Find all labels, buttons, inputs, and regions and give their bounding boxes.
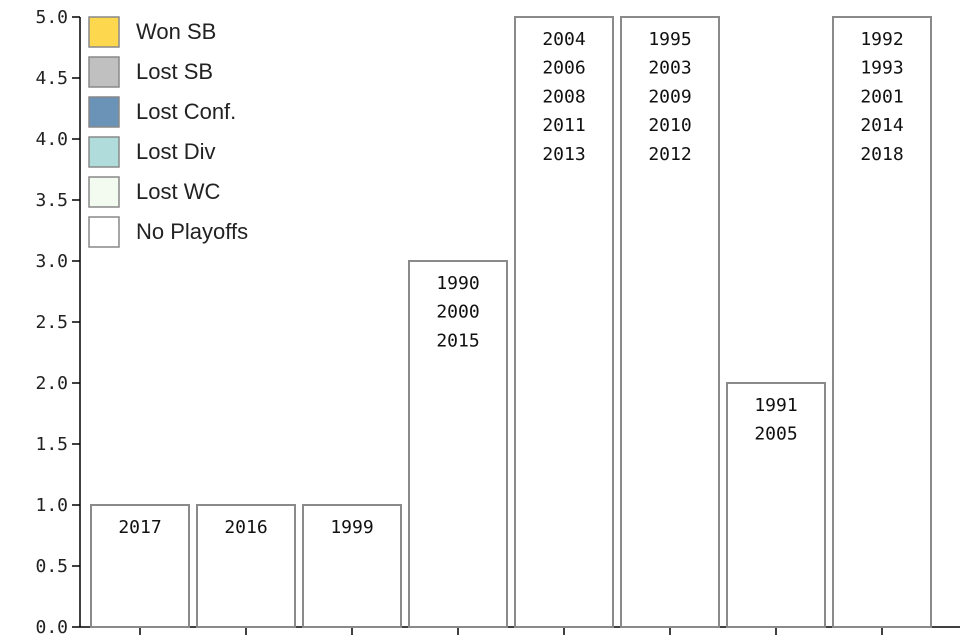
bar-year-label: 2000 <box>436 302 479 323</box>
y-tick-label: 4.0 <box>35 129 68 150</box>
x-axis: 0 1 2 3 4 5 6 7 <box>80 626 960 640</box>
bar-0 <box>90 504 190 628</box>
x-tick-label: 7 <box>877 637 888 640</box>
bar-year-label: 2016 <box>224 517 267 538</box>
bar-year-label: 2018 <box>860 144 903 165</box>
bar-year-label: 2005 <box>754 424 797 445</box>
bars: 2017 2016 1999 1990 2000 2015 2004 2006 2008 2011… <box>90 16 932 628</box>
y-tick-label: 1.0 <box>35 495 68 516</box>
legend-label: Lost Conf. <box>136 99 236 124</box>
y-tick-label: 2.0 <box>35 373 68 394</box>
bar-year-label: 2013 <box>542 144 585 165</box>
bar-year-label: 2003 <box>648 58 691 79</box>
y-tick-label: 3.5 <box>35 190 68 211</box>
bar-year-label: 2001 <box>860 86 903 107</box>
y-tick-label: 2.5 <box>35 312 68 333</box>
bar-year-label: 2011 <box>542 115 585 136</box>
legend-label: Lost WC <box>136 179 220 204</box>
bar-year-label: 2004 <box>542 29 585 50</box>
legend-label: Lost Div <box>136 139 215 164</box>
bar-year-label: 2012 <box>648 144 691 165</box>
y-tick-label: 4.5 <box>35 68 68 89</box>
bar-year-label: 2015 <box>436 330 479 351</box>
bar-year-label: 2009 <box>648 86 691 107</box>
legend-label: Lost SB <box>136 59 213 84</box>
legend-swatch <box>88 216 120 248</box>
bar-4 <box>514 16 614 628</box>
legend-swatch <box>88 96 120 128</box>
y-tick-label: 1.5 <box>35 434 68 455</box>
bar-year-label: 1993 <box>860 58 903 79</box>
bar-5 <box>620 16 720 628</box>
bar-year-label: 2006 <box>542 58 585 79</box>
x-tick-label: 5 <box>665 637 676 640</box>
x-tick-label: 6 <box>771 637 782 640</box>
y-tick-label: 3.0 <box>35 251 68 272</box>
legend-swatch <box>88 16 120 48</box>
y-axis: 0.0 0.5 1.0 1.5 2.0 2.5 3.0 3.5 4.0 4.5 5.0 <box>35 7 81 638</box>
y-tick-label: 0.5 <box>35 556 68 577</box>
bar-6 <box>726 382 826 628</box>
x-tick-label: 4 <box>559 637 570 640</box>
x-tick-label: 0 <box>135 637 146 640</box>
x-tick-label: 1 <box>241 637 252 640</box>
bar-year-label: 2008 <box>542 86 585 107</box>
legend-label: Won SB <box>136 19 216 44</box>
bar-year-label: 2010 <box>648 115 691 136</box>
x-tick-label: 3 <box>453 637 464 640</box>
bar-2 <box>302 504 402 628</box>
legend-swatch <box>88 56 120 88</box>
bar-year-label: 1990 <box>436 273 479 294</box>
bar-7 <box>832 16 932 628</box>
bar-year-label: 2014 <box>860 115 903 136</box>
bar-year-label: 2017 <box>118 517 161 538</box>
bar-1 <box>196 504 296 628</box>
y-tick-label: 5.0 <box>35 7 68 28</box>
bar-year-label: 1995 <box>648 29 691 50</box>
bar-3 <box>408 260 508 628</box>
legend-label: No Playoffs <box>136 219 248 244</box>
legend-swatch <box>88 136 120 168</box>
bar-year-label: 1991 <box>754 395 797 416</box>
legend: Won SB Lost SB Lost Conf. Lost Div Lost WC No… <box>88 16 248 248</box>
x-tick-label: 2 <box>347 637 358 640</box>
bar-year-label: 1999 <box>330 517 373 538</box>
bar-year-label: 1992 <box>860 29 903 50</box>
y-tick-label: 0.0 <box>35 617 68 638</box>
legend-swatch <box>88 176 120 208</box>
